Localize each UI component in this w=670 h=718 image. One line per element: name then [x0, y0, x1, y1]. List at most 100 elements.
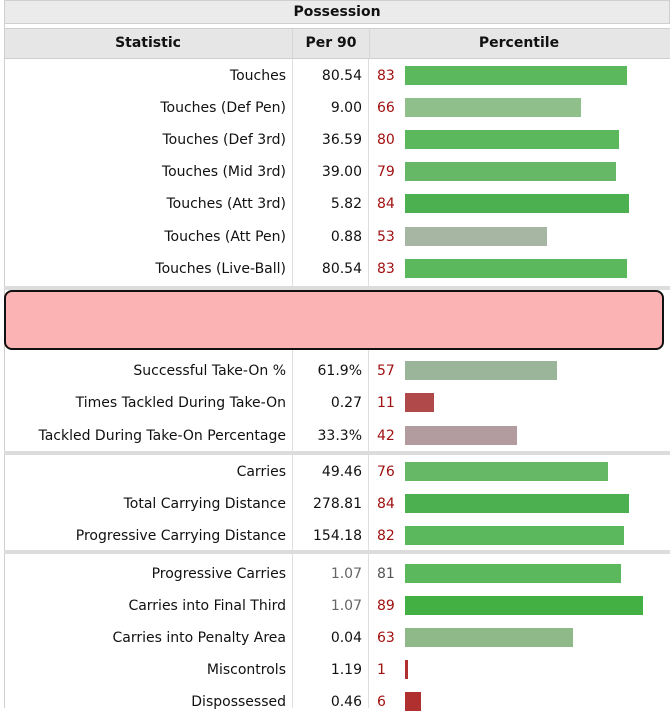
percentile-value: 53 [377, 229, 395, 245]
table-row: Touches (Live-Ball) 80.54 83 [4, 253, 670, 285]
percentile-bar [405, 660, 408, 679]
per90-value: 49.46 [321, 464, 362, 480]
table-row: Tackled During Take-On Percentage 33.3% 42 [4, 420, 670, 452]
statistic-label: Touches (Mid 3rd) [161, 164, 286, 180]
percentile-bar [405, 596, 643, 615]
table-row: Times Tackled During Take-On 0.27 11 [4, 387, 670, 419]
percentile-bar [405, 494, 629, 513]
percentile-value: 79 [377, 164, 395, 180]
percentile-bar [405, 426, 517, 445]
per90-value: 33.3% [317, 428, 362, 444]
table-row: Progressive Carries 1.07 81 [4, 558, 670, 590]
table-row: Touches (Mid 3rd) 39.00 79 [4, 156, 670, 188]
statistic-label: Tackled During Take-On Percentage [38, 428, 286, 444]
percentile-bar [405, 66, 627, 85]
statistic-label: Carries into Penalty Area [112, 630, 286, 646]
percentile-bar [405, 162, 616, 181]
header-per90[interactable]: Per 90 [292, 29, 370, 58]
percentile-bar [405, 227, 547, 246]
per90-value: 80.54 [321, 68, 362, 84]
percentile-bar [405, 361, 557, 380]
percentile-bar [405, 526, 624, 545]
table-left-border [4, 24, 5, 708]
percentile-value: 6 [377, 694, 386, 710]
table-row: Dispossessed 0.46 6 [4, 686, 670, 718]
per90-value: 5.82 [330, 196, 362, 212]
percentile-value: 76 [377, 464, 395, 480]
percentile-value: 1 [377, 662, 386, 678]
percentile-bar [405, 130, 619, 149]
percentile-bar [405, 393, 434, 412]
statistic-label: Touches [229, 68, 286, 84]
per90-value: 39.00 [321, 164, 362, 180]
per90-value: 1.07 [330, 598, 362, 614]
table-row: Carries into Final Third 1.07 89 [4, 590, 670, 622]
statistic-label: Touches (Def 3rd) [162, 132, 286, 148]
per90-value: 0.46 [330, 694, 362, 710]
header-statistic[interactable]: Statistic [115, 35, 181, 51]
percentile-value: 84 [377, 196, 395, 212]
column-divider [292, 59, 293, 708]
table-row: Progressive Carrying Distance 154.18 82 [4, 520, 670, 552]
percentile-value: 83 [377, 68, 395, 84]
percentile-value: 83 [377, 261, 395, 277]
per90-value: 1.07 [330, 566, 362, 582]
statistic-label: Total Carrying Distance [123, 496, 286, 512]
per90-value: 0.04 [330, 630, 362, 646]
statistic-label: Times Tackled During Take-On [75, 395, 286, 411]
statistic-label: Touches (Def Pen) [160, 100, 286, 116]
section-separator [4, 451, 670, 455]
percentile-value: 81 [377, 566, 395, 582]
statistic-label: Progressive Carries [151, 566, 286, 582]
table-row: Miscontrols 1.19 1 [4, 654, 670, 686]
table-row: Touches 80.54 83 [4, 60, 670, 92]
per90-value: 278.81 [313, 496, 362, 512]
table-row: Touches (Def Pen) 9.00 66 [4, 92, 670, 124]
per90-value: 154.18 [313, 528, 362, 544]
table-header: Statistic Per 90 Percentile [4, 28, 670, 59]
percentile-bar [405, 628, 573, 647]
percentile-value: 80 [377, 132, 395, 148]
percentile-bar [405, 462, 608, 481]
percentile-bar [405, 194, 629, 213]
table-row: Total Carrying Distance 278.81 84 [4, 488, 670, 520]
statistic-label: Touches (Att Pen) [164, 229, 286, 245]
header-percentile[interactable]: Percentile [478, 35, 560, 51]
per90-value: 36.59 [321, 132, 362, 148]
percentile-value: 63 [377, 630, 395, 646]
statistic-label: Miscontrols [206, 662, 286, 678]
percentile-bar [405, 564, 621, 583]
percentile-value: 89 [377, 598, 395, 614]
statistic-label: Carries [236, 464, 286, 480]
statistic-label: Progressive Carrying Distance [75, 528, 286, 544]
percentile-value: 82 [377, 528, 395, 544]
percentile-value: 84 [377, 496, 395, 512]
table-row: Touches (Att Pen) 0.88 53 [4, 221, 670, 253]
per90-value: 9.00 [330, 100, 362, 116]
statistic-label: Carries into Final Third [128, 598, 286, 614]
table-row: Touches (Att 3rd) 5.82 84 [4, 188, 670, 220]
percentile-value: 57 [377, 363, 395, 379]
percentile-value: 42 [377, 428, 395, 444]
per90-value: 61.9% [317, 363, 362, 379]
statistic-label: Touches (Live-Ball) [155, 261, 286, 277]
statistic-label: Dispossessed [191, 694, 286, 710]
column-divider [368, 59, 369, 708]
table-row: Carries into Penalty Area 0.04 63 [4, 622, 670, 654]
percentile-bar [405, 98, 581, 117]
per90-value: 0.27 [330, 395, 362, 411]
table-row: Carries 49.46 76 [4, 456, 670, 488]
percentile-value: 66 [377, 100, 395, 116]
statistic-label: Successful Take-On % [133, 363, 286, 379]
section-separator [4, 286, 670, 290]
table-row: Successful Take-On % 61.9% 57 [4, 355, 670, 387]
take-ons-highlight-box [4, 290, 664, 350]
table-title: Possession [4, 0, 670, 24]
per90-value: 1.19 [330, 662, 362, 678]
percentile-bar [405, 692, 421, 711]
section-separator [4, 550, 670, 554]
per90-value: 0.88 [330, 229, 362, 245]
table-row: Touches (Def 3rd) 36.59 80 [4, 124, 670, 156]
statistic-label: Touches (Att 3rd) [166, 196, 286, 212]
per90-value: 80.54 [321, 261, 362, 277]
